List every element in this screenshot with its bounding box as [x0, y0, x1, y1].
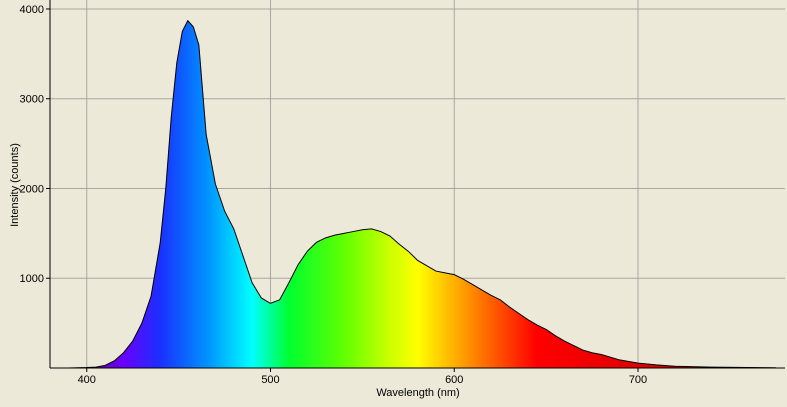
spectrum-line: [50, 19, 776, 369]
spectrum-area: [50, 20, 776, 369]
y-tick-label: 3000: [20, 94, 44, 106]
x-axis-label: Wavelength (nm): [376, 387, 459, 399]
x-tick-label: 400: [78, 374, 96, 386]
y-tick-label: 1000: [20, 273, 44, 285]
x-tick-label: 600: [445, 374, 463, 386]
y-tick-label: 4000: [20, 4, 44, 16]
y-axis-label: Intensity (counts): [9, 143, 21, 227]
x-tick-label: 500: [261, 374, 279, 386]
x-tick-label: 700: [629, 374, 647, 386]
y-tick-label: 2000: [20, 183, 44, 195]
